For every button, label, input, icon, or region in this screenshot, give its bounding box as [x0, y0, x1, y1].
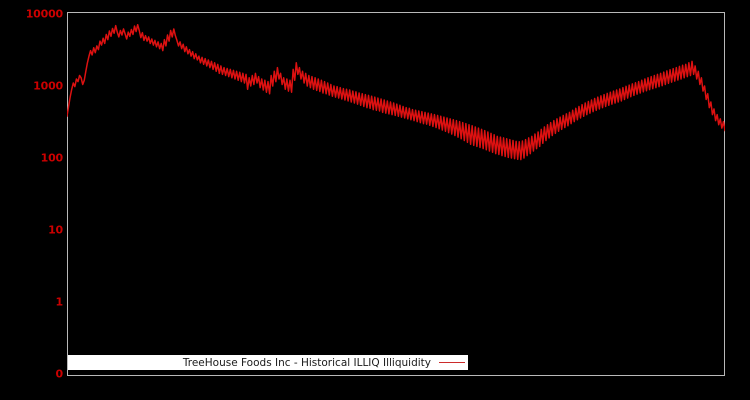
legend-line-swatch: [439, 362, 465, 363]
y-tick-label: 1000: [33, 79, 63, 93]
plot-area-border: [67, 12, 725, 376]
legend-label: TreeHouse Foods Inc - Historical ILLIQ I…: [182, 356, 431, 369]
y-tick-label: 100: [40, 151, 64, 165]
y-tick-label: 10000: [25, 7, 63, 21]
y-tick-label: 10: [48, 223, 63, 237]
y-tick-label: 0: [55, 367, 64, 381]
legend: TreeHouse Foods Inc - Historical ILLIQ I…: [68, 355, 468, 370]
y-tick-label: 1: [55, 295, 64, 309]
series-layer: [67, 12, 725, 376]
y-axis: 10000 1000 100 10 1 0: [0, 0, 63, 400]
illiq-series-line: [67, 23, 725, 161]
